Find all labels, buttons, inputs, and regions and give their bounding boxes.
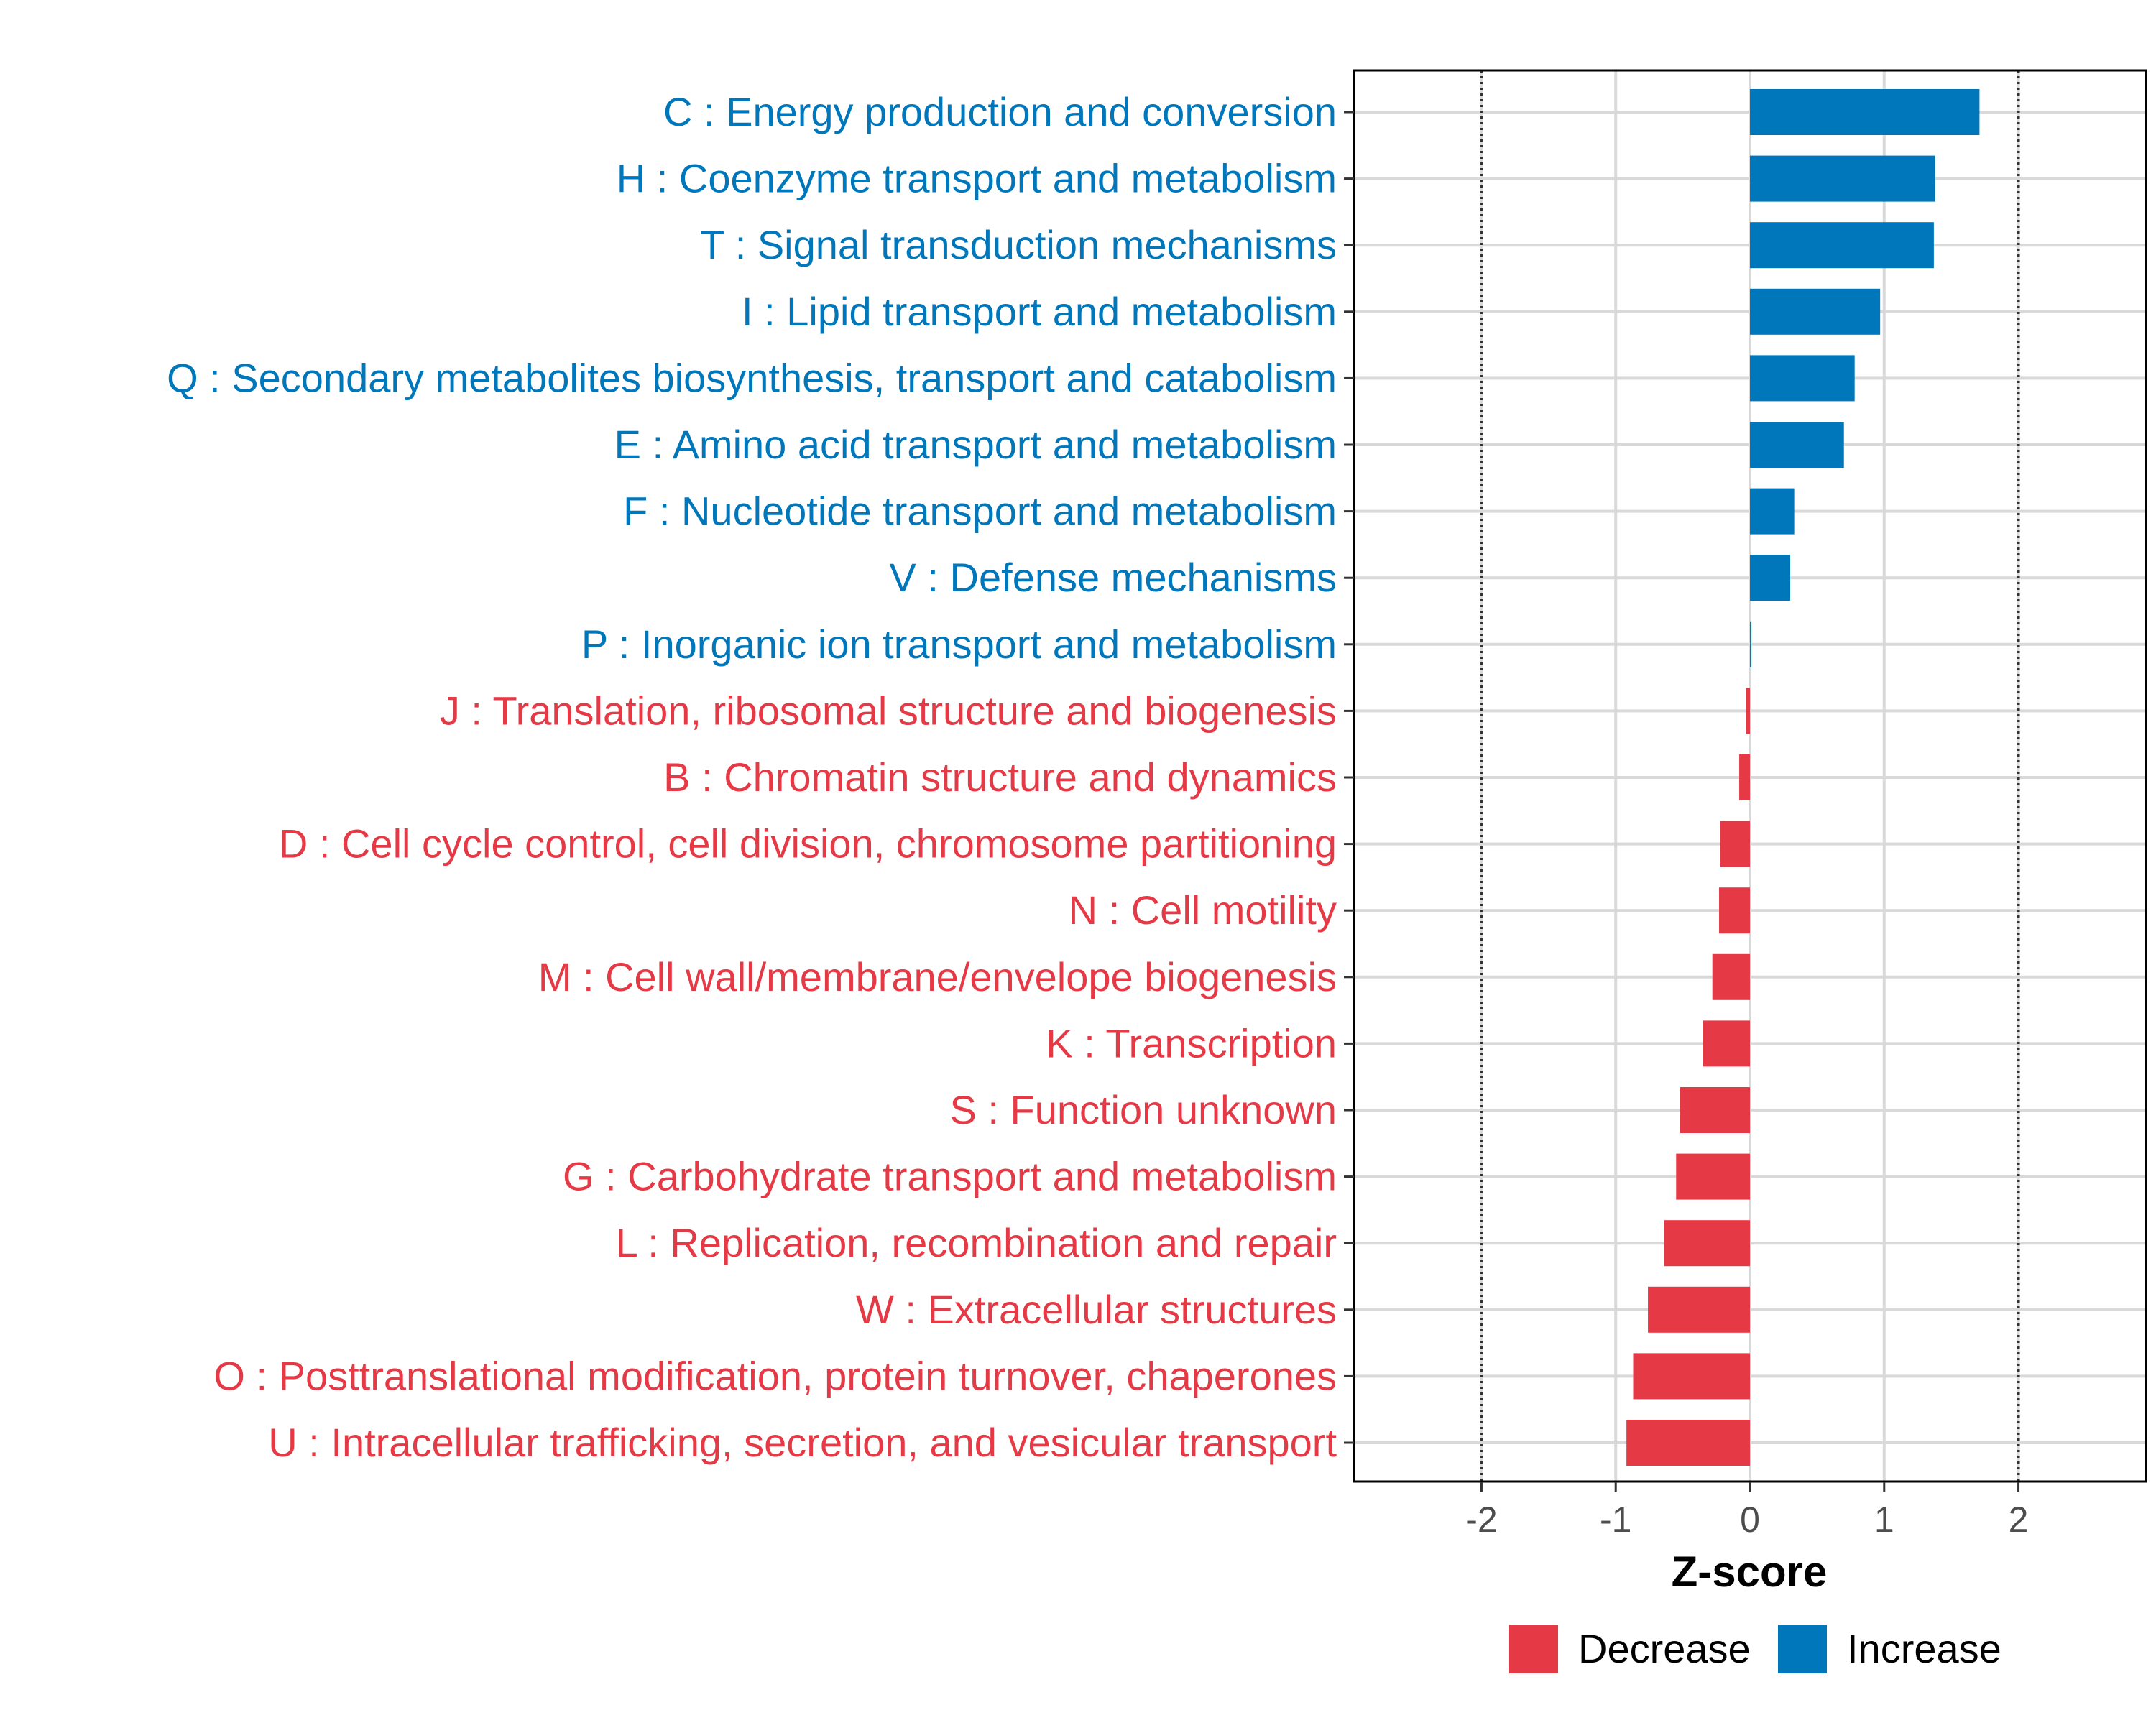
bar-t: [1750, 222, 1934, 269]
category-label: U : Intracellular trafficking, secretion…: [268, 1420, 1337, 1465]
category-label: C : Energy production and conversion: [663, 89, 1337, 134]
bar-o: [1633, 1353, 1750, 1400]
category-labels: C : Energy production and conversion H : …: [167, 89, 1337, 1465]
category-label: M : Cell wall/membrane/envelope biogenes…: [538, 954, 1337, 999]
x-tick-label: -2: [1465, 1500, 1497, 1540]
bar-e: [1750, 422, 1844, 468]
category-label: H : Coenzyme transport and metabolism: [617, 156, 1337, 201]
category-label: E : Amino acid transport and metabolism: [614, 422, 1337, 467]
category-label: S : Function unknown: [949, 1087, 1337, 1132]
bar-j: [1746, 688, 1750, 734]
bar-f: [1750, 488, 1795, 535]
legend-swatch-decrease: [1509, 1625, 1558, 1673]
category-label: F : Nucleotide transport and metabolism: [623, 489, 1337, 534]
category-label: G : Carbohydrate transport and metabolis…: [563, 1154, 1337, 1199]
x-tick-label: 0: [1740, 1500, 1760, 1540]
bar-l: [1664, 1220, 1750, 1267]
bar-v: [1750, 555, 1791, 601]
bar-s: [1680, 1087, 1750, 1133]
bar-b: [1739, 754, 1750, 800]
x-tick-label: 2: [2009, 1500, 2029, 1540]
bar-h: [1750, 155, 1935, 202]
axis-layer: -2 -1 0 1 2: [1344, 69, 2147, 1540]
category-label: P : Inorganic ion transport and metaboli…: [581, 622, 1337, 667]
category-label: J : Translation, ribosomal structure and…: [440, 688, 1337, 733]
bar-c: [1750, 89, 1980, 135]
category-label: I : Lipid transport and metabolism: [742, 289, 1337, 334]
x-tick-label: 1: [1874, 1500, 1894, 1540]
category-label: D : Cell cycle control, cell division, c…: [279, 821, 1337, 867]
category-label: L : Replication, recombination and repai…: [616, 1220, 1337, 1265]
bar-i: [1750, 288, 1881, 335]
bar-d: [1720, 821, 1750, 867]
bar-g: [1676, 1153, 1750, 1200]
legend: Decrease Increase: [1509, 1625, 2001, 1673]
x-axis-title: Z-score: [1672, 1548, 1828, 1596]
category-label: T : Signal transduction mechanisms: [700, 222, 1337, 267]
category-label: W : Extracellular structures: [856, 1287, 1337, 1332]
category-label: Q : Secondary metabolites biosynthesis, …: [167, 355, 1337, 400]
category-label: B : Chromatin structure and dynamics: [663, 754, 1337, 800]
category-label: V : Defense mechanisms: [890, 555, 1337, 600]
x-tick-label: -1: [1600, 1500, 1631, 1540]
legend-label-increase: Increase: [1847, 1626, 2001, 1671]
bar-p: [1750, 621, 1751, 667]
legend-label-decrease: Decrease: [1578, 1626, 1751, 1671]
bar-q: [1750, 355, 1855, 402]
bar-layer: [1626, 89, 1980, 1466]
bar-k: [1703, 1020, 1750, 1067]
category-label: N : Cell motility: [1069, 887, 1337, 933]
legend-swatch-increase: [1778, 1625, 1827, 1673]
category-label: K : Transcription: [1046, 1020, 1337, 1066]
bar-n: [1719, 887, 1750, 934]
bar-u: [1626, 1420, 1750, 1466]
category-label: O : Posttranslational modification, prot…: [213, 1353, 1337, 1398]
bar-m: [1712, 953, 1750, 1000]
bar-w: [1648, 1286, 1750, 1333]
